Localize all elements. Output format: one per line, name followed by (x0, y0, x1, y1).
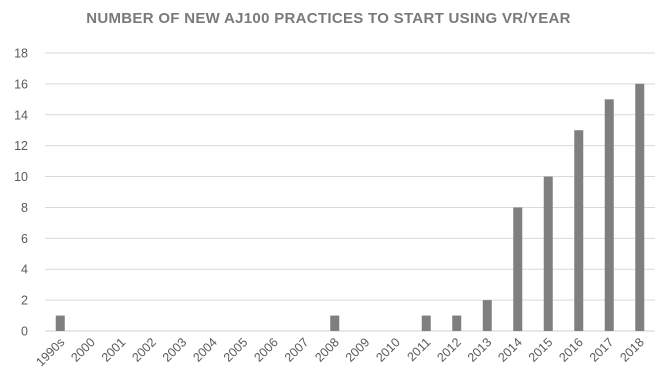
x-tick-label: 2010 (373, 335, 403, 365)
y-tick-label: 8 (21, 201, 28, 215)
y-tick-label: 6 (21, 232, 28, 246)
y-tick-label: 0 (21, 325, 28, 339)
y-tick-label: 12 (14, 139, 28, 153)
y-tick-label: 16 (14, 77, 28, 91)
y-tick-label: 4 (21, 263, 28, 277)
x-tick-label: 2008 (312, 335, 342, 365)
bar (482, 300, 492, 331)
y-axis-ticks: 0 2 4 6 8 10 12 14 16 18 (14, 47, 28, 339)
x-tick-label: 2000 (68, 335, 98, 365)
bar (513, 207, 523, 331)
x-tick-label: 2015 (526, 335, 556, 365)
x-tick-label: 2009 (343, 335, 373, 365)
bar (543, 176, 553, 331)
x-tick-label: 2002 (129, 335, 159, 365)
y-tick-label: 2 (21, 294, 28, 308)
x-axis-ticks: 1990s 2000 2001 2002 2003 2004 2005 2006 2007 200… (33, 335, 647, 369)
bar (635, 83, 645, 331)
y-tick-label: 18 (14, 47, 28, 61)
bar (604, 99, 614, 331)
chart-title: NUMBER OF NEW AJ100 PRACTICES TO START U… (86, 10, 571, 27)
y-tick-label: 14 (14, 108, 28, 122)
y-tick-label: 10 (14, 170, 28, 184)
x-tick-label: 2016 (556, 335, 586, 365)
x-tick-label: 2005 (221, 335, 251, 365)
x-tick-label: 2006 (251, 335, 281, 365)
gridlines (45, 52, 655, 332)
x-tick-label: 2018 (617, 335, 647, 365)
bar (330, 315, 340, 331)
bar (452, 315, 462, 331)
x-tick-label: 2004 (190, 335, 220, 365)
x-tick-label: 2001 (99, 335, 129, 365)
bar (55, 315, 65, 331)
bar (421, 315, 431, 331)
x-tick-label: 2012 (434, 335, 464, 365)
x-tick-label: 2017 (587, 335, 617, 365)
x-tick-label: 2013 (465, 335, 495, 365)
x-tick-label: 2007 (282, 335, 312, 365)
bars (55, 83, 645, 331)
x-tick-label: 1990s (33, 335, 67, 369)
bar (574, 130, 584, 331)
x-tick-label: 2014 (495, 335, 525, 365)
x-tick-label: 2011 (404, 335, 433, 364)
x-tick-label: 2003 (160, 335, 190, 365)
